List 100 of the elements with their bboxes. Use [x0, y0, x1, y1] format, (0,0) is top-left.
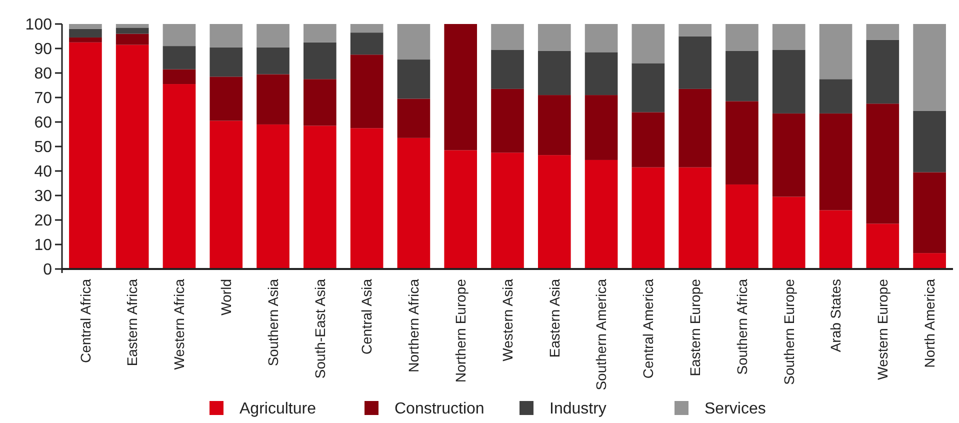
bar: [304, 24, 336, 42]
bar: [491, 50, 524, 89]
legend-label: Agriculture: [240, 400, 316, 418]
bar: [69, 28, 102, 38]
bar: [210, 120, 243, 269]
bar: [819, 24, 852, 80]
y-tick-label: 20: [34, 212, 52, 230]
y-tick-label: 60: [34, 114, 52, 132]
bar: [256, 24, 290, 48]
x-tick-label: Central Asia: [358, 278, 375, 354]
x-tick-label: Southern Asia: [264, 278, 281, 366]
bar: [772, 113, 806, 197]
bar: [397, 138, 430, 269]
bar: [678, 24, 712, 36]
bar: [538, 95, 571, 156]
bar: [913, 24, 946, 111]
legend-label: Industry: [550, 400, 606, 418]
bar: [304, 79, 336, 126]
bar: [819, 113, 852, 210]
y-tick-label: 30: [34, 188, 52, 206]
bar: [538, 50, 571, 96]
bar: [678, 36, 712, 89]
bar: [69, 24, 102, 29]
y-tick-label: 0: [43, 262, 52, 279]
bar: [772, 196, 806, 269]
bar: [210, 76, 243, 121]
bar: [350, 24, 384, 33]
bar: [116, 24, 149, 28]
x-tick-label: Southern America: [593, 278, 610, 390]
bar: [913, 253, 946, 269]
bar: [913, 172, 946, 254]
bar: [210, 24, 243, 48]
x-tick-label: South-East Asia: [312, 278, 328, 379]
bar: [210, 47, 243, 77]
bar: [866, 224, 900, 269]
x-tick-label: Eastern Asia: [546, 278, 562, 358]
x-tick-label: Southern Europe: [780, 278, 797, 385]
bar: [584, 160, 618, 269]
x-tick-label: Central Africa: [77, 278, 94, 364]
bar: [913, 110, 946, 172]
bar: [538, 155, 571, 269]
bar: [397, 24, 430, 60]
bar: [256, 47, 290, 74]
y-tick-label: 100: [25, 16, 52, 34]
bar: [584, 52, 618, 96]
bar: [632, 24, 665, 64]
x-tick-label: Eastern Europe: [686, 278, 703, 376]
bar: [678, 167, 712, 269]
x-tick-label: Northern Africa: [406, 278, 422, 372]
bar: [256, 74, 290, 124]
bar: [69, 42, 102, 269]
x-tick-label: Eastern Africa: [124, 278, 140, 366]
bar: [256, 124, 290, 269]
x-tick-label: Western Africa: [171, 278, 188, 370]
bar: [444, 150, 478, 269]
bar: [116, 28, 149, 34]
bar: [116, 44, 149, 269]
x-tick-label: Northern Europe: [452, 278, 469, 383]
bar: [819, 79, 852, 114]
bar: [584, 24, 618, 52]
x-tick-label: Arab States: [828, 279, 844, 352]
legend-label: Services: [704, 400, 766, 418]
bar: [397, 60, 430, 99]
bar: [69, 37, 102, 42]
bar: [491, 88, 524, 153]
bar: [866, 24, 900, 40]
bar: [116, 34, 149, 45]
bar: [584, 95, 618, 160]
y-tick-label: 80: [34, 66, 52, 83]
bar: [350, 128, 384, 269]
y-tick-label: 40: [34, 164, 52, 181]
bar: [491, 152, 524, 269]
bar: [866, 40, 900, 104]
bar: [162, 84, 196, 269]
y-tick-label: 50: [34, 139, 52, 156]
x-tick-label: World: [218, 279, 234, 316]
bar: [772, 50, 806, 114]
bar: [304, 42, 336, 80]
bar: [632, 63, 665, 112]
bar: [726, 184, 758, 269]
bar: [632, 112, 665, 168]
bar: [726, 101, 758, 184]
y-tick-label: 10: [34, 237, 52, 254]
x-tick-label: Western Europe: [874, 278, 891, 380]
x-tick-label: Southern Africa: [734, 278, 750, 375]
bar: [632, 167, 665, 269]
bar: [726, 24, 758, 51]
x-tick-label: Central America: [640, 278, 656, 379]
bar: [350, 32, 384, 55]
bar: [726, 50, 758, 102]
bar: [538, 24, 571, 51]
bar: [162, 24, 196, 46]
bar: [304, 126, 336, 269]
y-tick-label: 90: [34, 41, 52, 58]
y-tick-label: 70: [34, 90, 52, 108]
bar: [444, 24, 478, 150]
x-tick-label: North America: [921, 278, 938, 368]
bar: [350, 54, 384, 128]
bar: [678, 88, 712, 168]
bar: [162, 46, 196, 70]
